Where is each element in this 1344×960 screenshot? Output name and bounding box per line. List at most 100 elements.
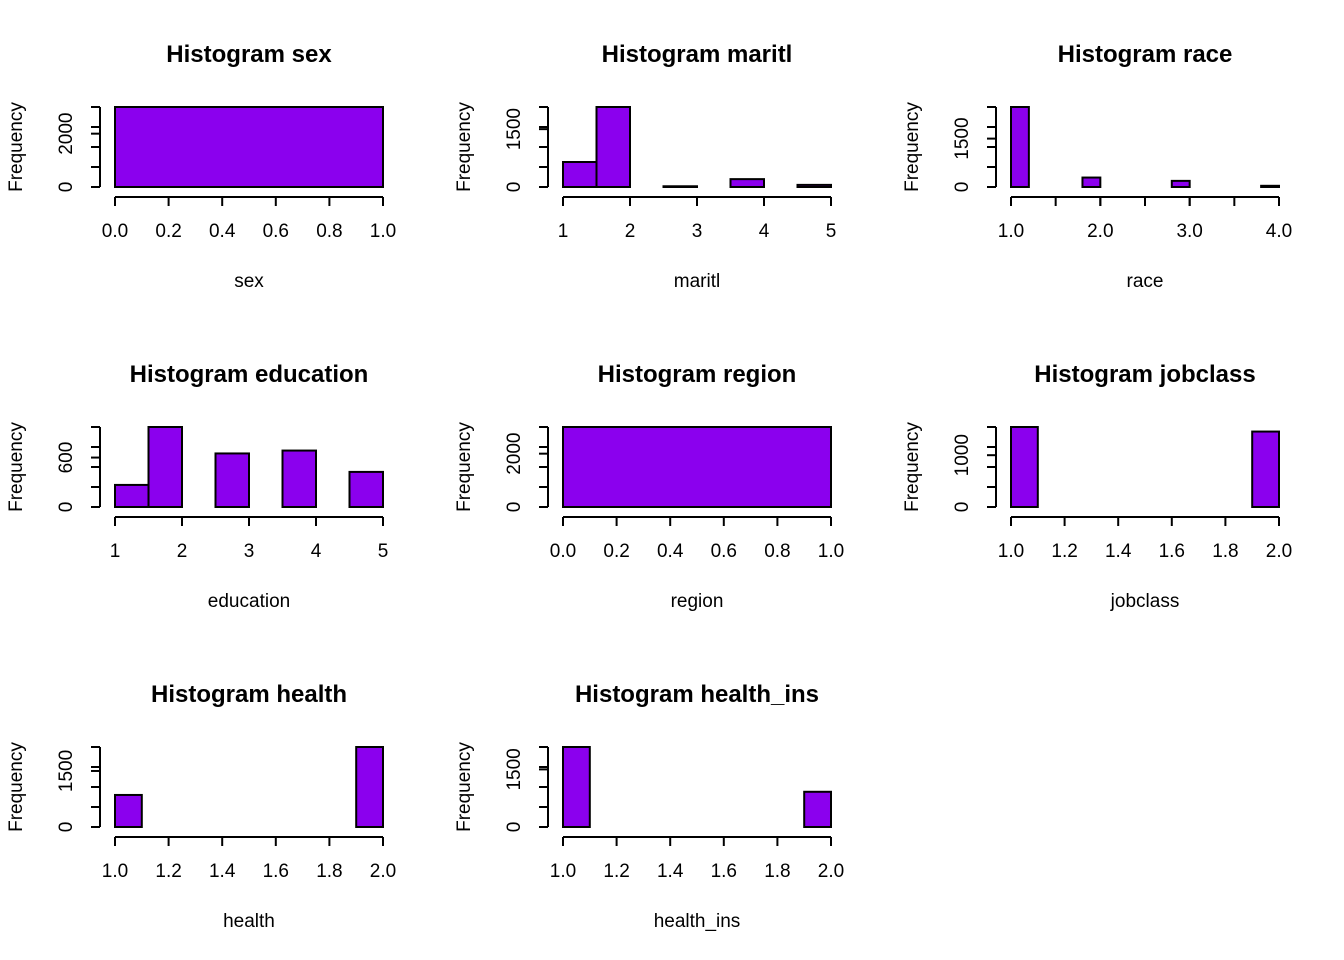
histogram-bar <box>1251 430 1281 508</box>
x-axis-label: education <box>208 591 290 612</box>
histogram-panel: Histogram region 0.0 0.2 0.4 0.6 0.8 1.0 0 2000 r… <box>448 320 896 640</box>
histogram-bar <box>796 183 832 188</box>
x-tick-label: 1 <box>110 541 121 562</box>
x-tick-label: 1.0 <box>998 541 1024 562</box>
x-axis-label: region <box>671 591 724 612</box>
chart-title: Histogram health_ins <box>575 681 819 708</box>
y-axis-label: Frequency <box>902 422 923 512</box>
histogram-panel: Histogram sex 0.0 0.2 0.4 0.6 0.8 1.0 0 2000 sex F… <box>0 0 448 320</box>
chart-title: Histogram jobclass <box>1034 361 1255 388</box>
y-tick-label: 1000 <box>952 434 973 476</box>
histogram-svg: Histogram region 0.0 0.2 0.4 0.6 0.8 1.0 0 2000 r… <box>454 361 844 612</box>
x-axis-label: race <box>1127 271 1164 292</box>
x-tick-label: 1.0 <box>998 221 1024 242</box>
x-tick-label: 2.0 <box>1087 221 1113 242</box>
x-tick-label: 1.4 <box>209 861 236 882</box>
histogram-panel: Histogram education 1 2 3 4 5 0 600 education Fre… <box>0 320 448 640</box>
x-tick-label: 1.6 <box>263 861 289 882</box>
histogram-bar <box>114 793 143 829</box>
x-tick-label: 1.8 <box>316 861 342 882</box>
y-tick-label: 0 <box>56 182 77 193</box>
x-axis-label: jobclass <box>1110 591 1180 612</box>
x-tick-label: 0.8 <box>316 221 342 242</box>
y-axis-label: Frequency <box>902 102 923 192</box>
x-tick-label: 0.6 <box>263 221 289 242</box>
x-tick-label: 1.2 <box>1051 541 1077 562</box>
histogram-bar <box>562 426 832 508</box>
y-tick-label: 2000 <box>504 433 525 475</box>
y-axis-label: Frequency <box>454 422 475 512</box>
histogram-bar <box>1081 176 1102 188</box>
histogram-bar <box>1170 179 1191 189</box>
x-tick-label: 1.0 <box>550 861 576 882</box>
chart-title: Histogram health <box>151 681 347 708</box>
chart-title: Histogram region <box>598 361 797 388</box>
y-tick-label: 0 <box>952 502 973 513</box>
x-tick-label: 0.6 <box>711 541 737 562</box>
y-tick-label: 0 <box>952 182 973 193</box>
x-tick-label: 1.2 <box>155 861 181 882</box>
histogram-bar <box>348 470 384 508</box>
histogram-bar <box>562 746 591 828</box>
x-tick-label: 1.0 <box>102 861 128 882</box>
y-tick-label: 600 <box>56 442 77 474</box>
histogram-bar <box>729 178 765 189</box>
histogram-bar <box>562 161 598 188</box>
x-tick-label: 3.0 <box>1176 221 1202 242</box>
histogram-svg: Histogram education 1 2 3 4 5 0 600 education Fre… <box>6 361 388 612</box>
x-tick-label: 1.0 <box>818 541 844 562</box>
y-tick-label: 1500 <box>56 750 77 792</box>
x-tick-label: 0.2 <box>155 221 181 242</box>
histogram-svg: Histogram health_ins 1.0 1.2 1.4 1.6 1.8 2.0 0 1… <box>454 681 844 932</box>
y-tick-label: 2000 <box>56 113 77 155</box>
y-tick-label: 0 <box>504 502 525 513</box>
chart-title: Histogram sex <box>166 41 332 68</box>
y-tick-label: 0 <box>56 822 77 833</box>
y-axis-label: Frequency <box>6 742 27 832</box>
x-tick-label: 0.4 <box>657 541 684 562</box>
x-tick-label: 1.8 <box>764 861 790 882</box>
histogram-panel: Histogram jobclass 1.0 1.2 1.4 1.6 1.8 2.0 0 100… <box>896 320 1344 640</box>
y-axis-label: Frequency <box>6 102 27 192</box>
y-tick-label: 1500 <box>504 108 525 150</box>
chart-title: Histogram maritl <box>602 41 793 68</box>
histogram-bar <box>1010 426 1039 508</box>
histogram-bar <box>147 426 183 508</box>
x-tick-label: 1 <box>558 221 569 242</box>
x-tick-label: 2.0 <box>1266 541 1292 562</box>
y-axis-label: Frequency <box>454 742 475 832</box>
histogram-bar <box>662 185 698 189</box>
x-tick-label: 5 <box>826 221 837 242</box>
histogram-bar <box>595 106 631 188</box>
x-tick-label: 1.6 <box>1159 541 1185 562</box>
x-tick-label: 0.8 <box>764 541 790 562</box>
y-axis-label: Frequency <box>454 102 475 192</box>
x-tick-label: 0.4 <box>209 221 236 242</box>
histogram-bar <box>355 746 385 828</box>
x-tick-label: 0.0 <box>102 221 128 242</box>
x-tick-label: 1.4 <box>657 861 684 882</box>
x-tick-label: 1.0 <box>370 221 396 242</box>
x-tick-label: 0.0 <box>550 541 576 562</box>
histogram-bar <box>1010 106 1030 188</box>
chart-title: Histogram education <box>130 361 369 388</box>
x-axis-label: health_ins <box>654 911 741 932</box>
histogram-panel: Histogram maritl 1 2 3 4 5 0 1500 maritl Frequenc… <box>448 0 896 320</box>
histogram-svg: Histogram race 1.0 2.0 3.0 4.0 0 1500 race Frequ… <box>902 41 1292 292</box>
histogram-panel: Histogram race 1.0 2.0 3.0 4.0 0 1500 race Frequ… <box>896 0 1344 320</box>
y-tick-label: 1500 <box>952 117 973 159</box>
x-tick-label: 1.6 <box>711 861 737 882</box>
histogram-panel: Histogram health_ins 1.0 1.2 1.4 1.6 1.8 2.0 0 1… <box>448 640 896 960</box>
y-tick-label: 1500 <box>504 748 525 790</box>
x-tick-label: 4 <box>311 541 322 562</box>
x-tick-label: 3 <box>692 221 703 242</box>
histogram-bar <box>114 106 384 188</box>
x-tick-label: 1.4 <box>1105 541 1132 562</box>
histogram-panel: Histogram health 1.0 1.2 1.4 1.6 1.8 2.0 0 1500 h… <box>0 640 448 960</box>
histogram-svg: Histogram jobclass 1.0 1.2 1.4 1.6 1.8 2.0 0 100… <box>902 361 1292 612</box>
x-tick-label: 2.0 <box>818 861 844 882</box>
histogram-bar <box>114 483 150 509</box>
histogram-bar <box>1260 184 1280 189</box>
y-tick-label: 0 <box>504 182 525 193</box>
